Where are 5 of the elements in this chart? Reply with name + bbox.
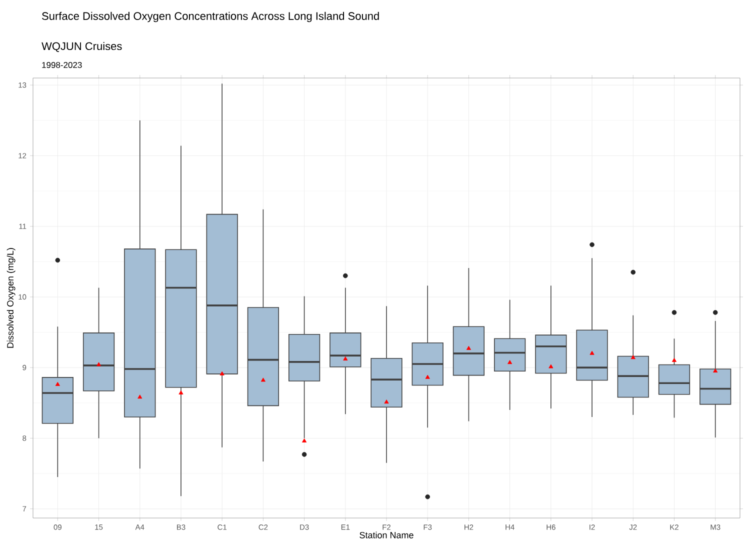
text: 1998-2023 xyxy=(42,62,82,68)
chart-subtitle: WQJUN Cruises xyxy=(42,42,122,52)
chart-title: Surface Dissolved Oxygen Concentrations Across Long Island Sound xyxy=(42,12,379,22)
y-axis-title: Dissolved Oxygen (mg/L) xyxy=(6,248,16,348)
x-axis-title: Station Name xyxy=(360,532,414,538)
